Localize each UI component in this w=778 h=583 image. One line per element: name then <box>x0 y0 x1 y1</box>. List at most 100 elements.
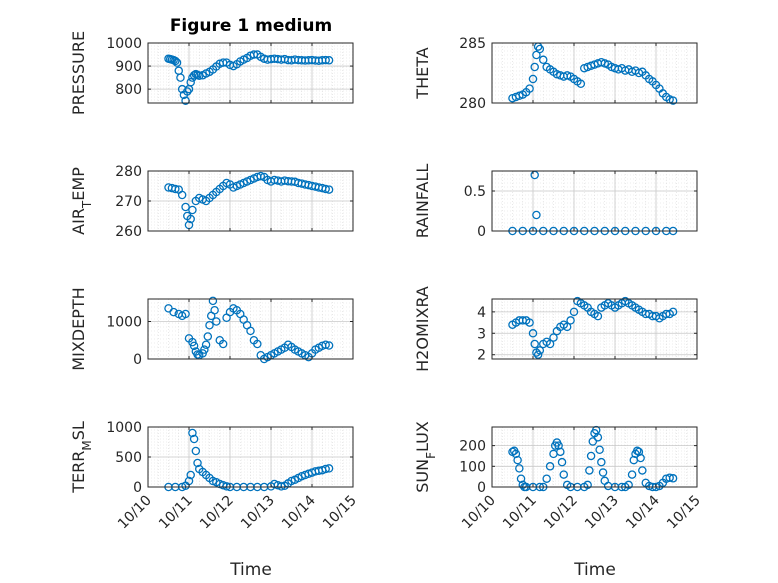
y-axis-label: SUNFLUX <box>413 421 438 493</box>
data-point <box>193 458 202 468</box>
subplot-3: 260 270 280 AIRTEMP <box>69 164 354 240</box>
subplot-4: 0 0.5 RAINFALL <box>413 164 698 240</box>
data-point <box>668 474 678 483</box>
data-point <box>321 340 330 349</box>
y-axis-label: H2OMIXRA <box>413 286 432 372</box>
y-tick-label: 900 <box>115 59 142 75</box>
data-point <box>256 171 265 181</box>
data-point <box>559 470 569 479</box>
data-point <box>246 326 255 336</box>
data-point <box>515 464 524 473</box>
subplot-5: 0 1000 MIXDEPTH <box>69 287 354 371</box>
data-point <box>583 480 592 490</box>
data-point <box>181 309 190 319</box>
data-point <box>525 318 534 327</box>
data-point <box>566 316 575 325</box>
data-point <box>171 184 180 194</box>
y-tick-label: 1000 <box>106 315 142 331</box>
data-point <box>535 346 545 355</box>
data-point <box>542 474 551 483</box>
data-point <box>593 311 603 321</box>
data-point <box>665 473 674 482</box>
axes-box <box>147 298 354 360</box>
y-tick-label: 100 <box>459 459 486 475</box>
data-point <box>200 345 209 354</box>
data-point <box>183 87 192 96</box>
y-tick-label: 2 <box>477 348 486 364</box>
data-point <box>189 434 199 444</box>
subplot-2: 280 285 THETA <box>413 36 698 112</box>
data-point <box>588 437 598 446</box>
data-point <box>557 457 567 467</box>
data-point <box>212 317 221 326</box>
data-point <box>668 96 678 105</box>
y-tick-label: 0 <box>133 480 142 496</box>
y-tick-label: 200 <box>459 439 486 455</box>
data-point <box>169 307 178 317</box>
y-tick-label: 1000 <box>106 36 142 52</box>
data-point <box>321 464 330 474</box>
y-tick-label: 280 <box>115 164 142 180</box>
data-point <box>525 84 534 93</box>
data-point <box>513 455 522 465</box>
y-tick-label: 280 <box>459 96 486 112</box>
y-axis-label: RAINFALL <box>413 164 432 239</box>
subplot-6: 2 3 4 H2OMIXRA <box>413 286 698 372</box>
data-point <box>203 332 213 341</box>
figure-title: Figure 1 medium <box>170 16 332 36</box>
data-point <box>545 462 555 471</box>
data-point <box>593 433 603 442</box>
y-axis-label: PRESSURE <box>69 31 88 115</box>
data-point <box>668 307 678 317</box>
y-axis-label: TERRMSL <box>69 421 94 494</box>
data-point <box>595 445 604 455</box>
data-point <box>636 453 645 463</box>
data-point <box>188 428 197 438</box>
data-point <box>562 322 572 332</box>
data-point <box>186 77 195 87</box>
y-axis-label: THETA <box>413 47 432 99</box>
y-tick-label: 800 <box>115 82 142 98</box>
data-point <box>324 56 334 65</box>
data-point <box>210 305 219 315</box>
data-point <box>627 470 637 479</box>
data-point <box>535 44 545 54</box>
data-point <box>172 58 182 67</box>
data-point <box>321 184 330 194</box>
data-point <box>576 79 586 89</box>
data-point <box>176 73 185 82</box>
data-point <box>186 214 195 224</box>
data-point <box>569 307 579 317</box>
data-point <box>597 457 606 467</box>
data-point <box>171 56 180 66</box>
data-point <box>549 333 558 342</box>
y-tick-label: 270 <box>115 194 142 210</box>
axes-box <box>147 42 354 104</box>
axes-box <box>491 298 698 360</box>
data-point <box>528 74 538 84</box>
data-point <box>585 466 594 475</box>
y-tick-label: 285 <box>459 36 486 52</box>
data-point <box>528 329 538 338</box>
data-point <box>181 202 190 212</box>
data-point <box>205 320 214 330</box>
data-point <box>545 339 555 349</box>
data-point <box>201 340 211 349</box>
data-point <box>189 71 199 80</box>
data-point <box>208 296 218 306</box>
data-point <box>533 350 543 359</box>
data-point <box>586 451 596 461</box>
data-point <box>324 185 334 194</box>
data-point <box>530 62 539 72</box>
data-point <box>218 339 228 349</box>
data-point <box>321 55 330 65</box>
y-tick-label: 500 <box>115 450 142 466</box>
y-tick-label: 0.5 <box>464 184 486 200</box>
data-point <box>324 341 334 350</box>
data-point <box>177 190 187 200</box>
data-point <box>598 468 608 477</box>
axes-box <box>491 42 698 104</box>
y-tick-label: 3 <box>477 326 486 342</box>
